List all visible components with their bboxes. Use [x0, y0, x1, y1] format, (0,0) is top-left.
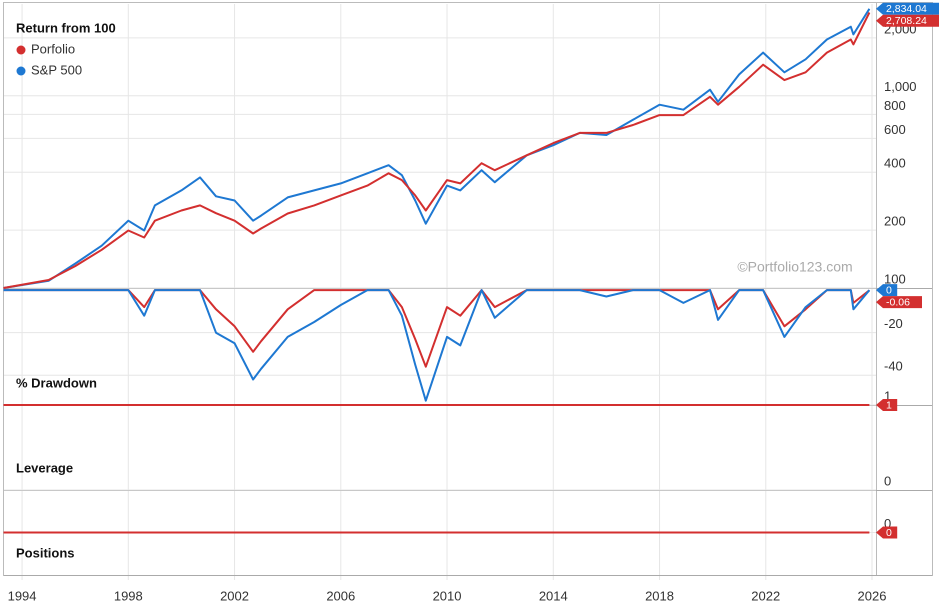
- x-tick-label: 1994: [8, 588, 37, 603]
- x-tick-label: 2010: [433, 588, 462, 603]
- series-line: [3, 289, 871, 402]
- y-tick-label: 600: [884, 122, 906, 137]
- y-tick-label: 200: [884, 214, 906, 229]
- flag-label: 0: [886, 527, 892, 539]
- end-flag: -0.06: [876, 296, 922, 308]
- x-tick-label: 2018: [645, 588, 674, 603]
- end-flag: 2,708.24: [876, 14, 939, 27]
- legend-marker: [16, 66, 26, 76]
- end-flag: 0: [876, 526, 898, 539]
- y-tick-label: 400: [884, 156, 906, 171]
- end-flag: 1: [876, 399, 898, 411]
- flag-shape: [876, 2, 939, 15]
- y-tick-label: 1: [884, 388, 891, 403]
- flag-shape: [876, 14, 939, 27]
- panel-title: Return from 100: [16, 20, 116, 35]
- end-flag: 2,834.04: [876, 2, 939, 15]
- flag-label: 2,834.04: [886, 3, 927, 15]
- panel-title: % Drawdown: [16, 375, 97, 390]
- flag-label: 1: [886, 399, 892, 411]
- flag-shape: [876, 399, 898, 411]
- x-tick-label: 2002: [220, 588, 249, 603]
- series-line: [3, 8, 871, 289]
- y-tick-label: -20: [884, 316, 903, 331]
- flag-label: 2,708.24: [886, 15, 927, 27]
- flag-label: -0.06: [886, 296, 910, 308]
- end-flag: 0: [876, 284, 898, 297]
- flag-shape: [876, 526, 898, 539]
- y-tick-label: 0: [884, 516, 891, 531]
- flag-shape: [876, 296, 922, 309]
- legend-label: Porfolio: [31, 41, 75, 56]
- series-line: [3, 12, 871, 289]
- panel-title: Positions: [16, 545, 75, 560]
- y-tick-label: 1,000: [884, 79, 917, 94]
- panel-title: Leverage: [16, 460, 73, 475]
- x-tick-label: 2022: [751, 588, 780, 603]
- y-tick-label: 0: [884, 473, 891, 488]
- y-tick-label: -40: [884, 359, 903, 374]
- y-tick-label: 800: [884, 98, 906, 113]
- y-tick-label: 100: [884, 271, 906, 286]
- x-tick-label: 2026: [858, 588, 887, 603]
- flag-shape: [876, 284, 898, 297]
- legend-label: S&P 500: [31, 62, 82, 77]
- legend-marker: [16, 45, 26, 55]
- x-tick-label: 2006: [326, 588, 355, 603]
- watermark: ©Portfolio123.com: [737, 259, 852, 275]
- x-tick-label: 2014: [539, 588, 568, 603]
- flag-label: 0: [886, 284, 892, 296]
- series-line: [3, 289, 871, 368]
- x-tick-label: 1998: [114, 588, 143, 603]
